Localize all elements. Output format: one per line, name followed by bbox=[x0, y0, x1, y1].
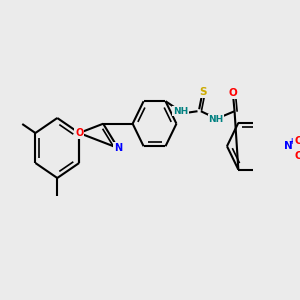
Text: S: S bbox=[199, 87, 206, 97]
Text: O: O bbox=[75, 128, 83, 138]
Text: O: O bbox=[294, 151, 300, 161]
Text: O: O bbox=[229, 88, 237, 98]
Text: O: O bbox=[294, 136, 300, 146]
Text: +: + bbox=[289, 137, 295, 146]
Text: NH: NH bbox=[208, 115, 224, 124]
Text: NH: NH bbox=[173, 107, 188, 116]
Text: N: N bbox=[284, 141, 293, 151]
Text: N: N bbox=[114, 143, 122, 153]
